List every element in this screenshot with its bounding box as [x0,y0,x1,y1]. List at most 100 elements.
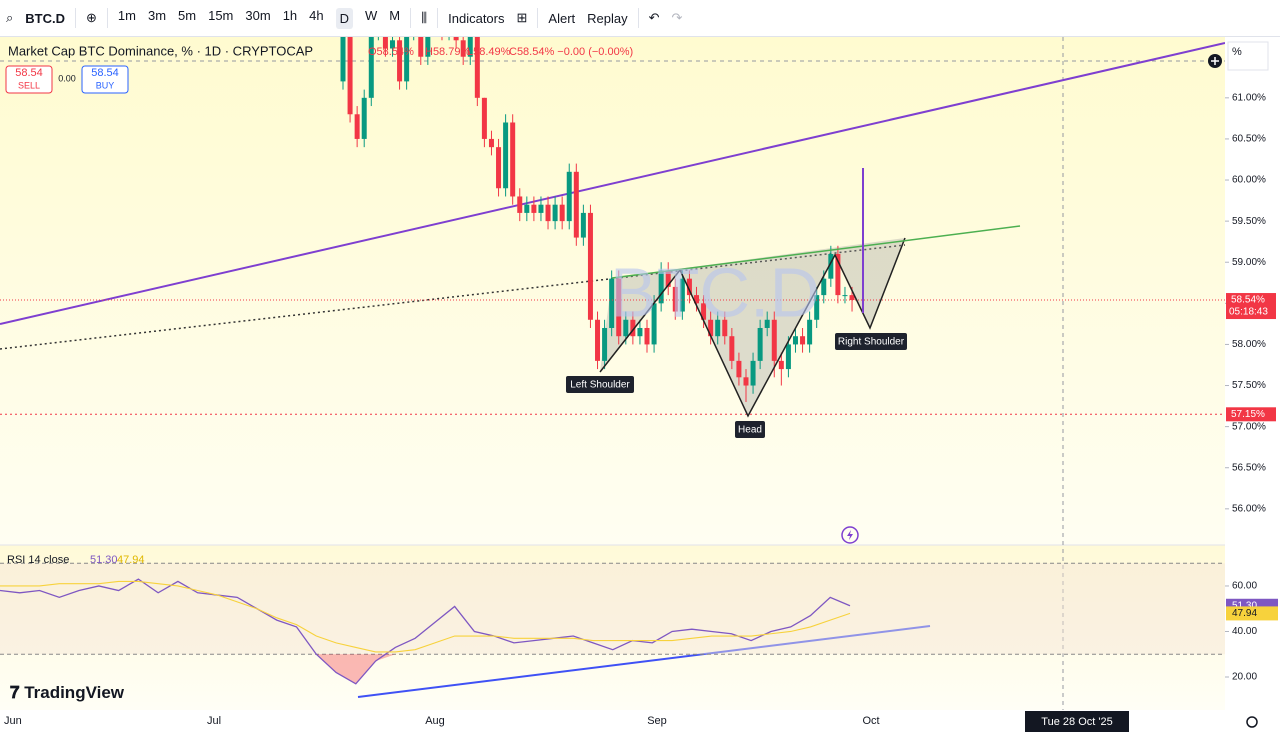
brand-name: TradingView [24,683,125,702]
interval[interactable]: D [335,7,354,29]
y-tick-label: 58.00% [1232,339,1266,350]
candle-body [722,319,728,337]
legend-low: L58.49% [467,46,511,58]
candle-body [715,319,721,337]
candle-body [460,40,466,57]
y-tick-label: 61.00% [1232,92,1266,103]
candle-body [609,278,615,328]
add-symbol[interactable]: ⊕ [86,10,97,25]
candle-body [361,97,367,139]
candle-body [623,319,629,337]
price-axis [1225,37,1280,710]
neckline [611,225,1021,279]
price-badge [1226,293,1276,320]
y-tick-label: 56.50% [1232,462,1266,473]
value-badge-text: 47.94 [1232,608,1257,619]
candle-body [510,122,516,197]
legend-open: O58.54% [368,46,414,58]
search-icon[interactable]: ⌕ [6,10,14,25]
candle-body [602,327,608,361]
buy-price: 58.54 [91,67,119,79]
candle-body [503,122,509,189]
x-label: Sep [647,715,667,727]
candle-body [807,319,813,345]
layouts[interactable]: ⊞ [516,10,528,25]
unit-box [1227,41,1269,71]
y-tick-label: 20.00 [1232,672,1257,683]
y-tick-label: 60.00 [1232,581,1257,592]
separator [410,8,412,28]
watermark: BTC.D [610,253,820,331]
chart-type[interactable]: ⫼ [421,10,428,25]
candle-body [545,204,551,222]
interval[interactable]: M [389,7,401,23]
rsi-layer [0,562,1225,698]
interval[interactable]: 4h [309,7,324,23]
candle-body [347,37,353,115]
legend-title: Market Cap BTC Dominance, % · 1D · CRYPT… [8,43,313,58]
price-badge-text: 57.15% [1231,409,1265,420]
pattern-fill [600,238,905,416]
redo[interactable]: ↷ [671,10,683,25]
candle-body [736,360,742,378]
symbol[interactable]: BTC.D [25,10,65,26]
candle-body [644,327,650,345]
candle-body [488,138,494,148]
candle-body [651,303,657,345]
sell-label: SELL [18,80,40,90]
candle-body [785,344,791,370]
candle-body [389,40,395,49]
candle-body [340,37,346,82]
separator [75,8,76,28]
dotted-trendline [0,244,906,350]
indicators[interactable]: Indicators [448,10,505,26]
value-badge-text: 51.30 [1232,600,1257,611]
candle-body [517,196,523,213]
interval[interactable]: 3m [147,7,167,23]
y-tick-label: 57.50% [1232,380,1266,391]
event-icon[interactable] [841,526,859,544]
candle-body [658,270,664,304]
toolbar: ⌕ BTC.D ⊕ 1m 3m 5m 15m 30m 1h 4h D W M ⫼ Indicato… [0,0,1280,37]
rsi-title: RSI 14 close [7,554,69,566]
buy-button[interactable] [81,65,129,94]
rsi-value: 51.30 [90,554,118,566]
settings-icon[interactable] [1246,716,1258,728]
candle-body [587,212,593,320]
alert[interactable]: Alert [548,10,576,26]
sell-button[interactable] [5,65,53,94]
interval[interactable]: 1m [117,7,136,23]
candle-body [750,360,756,386]
interval[interactable]: W [365,7,378,23]
candle-body [418,37,424,57]
candles [0,37,1225,415]
interval[interactable]: 30m [245,7,271,23]
label-box [835,333,907,350]
y-tick-label: 60.00% [1232,175,1266,186]
y-tick-label: 56.00% [1232,503,1266,514]
candle-body [778,360,784,370]
undo[interactable]: ↶ [648,10,660,25]
axis-unit: % [1232,46,1242,58]
rsi-ma-value: 47.94 [117,554,145,566]
y-tick-label: 59.50% [1232,216,1266,227]
interval[interactable]: 1h [282,7,298,23]
replay[interactable]: Replay [587,10,628,26]
candle-body [531,204,537,213]
intervals: 1m 3m 5m 15m 30m 1h 4h D W M [112,7,406,29]
sell-price: 58.54 [15,67,43,79]
candle-body [792,336,798,345]
pattern-label: Head [738,425,762,436]
candle-body [686,278,692,296]
x-label: Jun [4,715,22,727]
candle-body [595,319,601,361]
interval[interactable]: 15m [208,7,234,23]
buy-label: BUY [96,80,115,90]
label-box [566,376,634,393]
candle-body [566,171,572,222]
candle-body [771,319,777,361]
candle-body [580,212,586,238]
candle-body [573,171,579,238]
y-tick-label: 57.00% [1232,421,1266,432]
interval[interactable]: 5m [178,7,197,23]
